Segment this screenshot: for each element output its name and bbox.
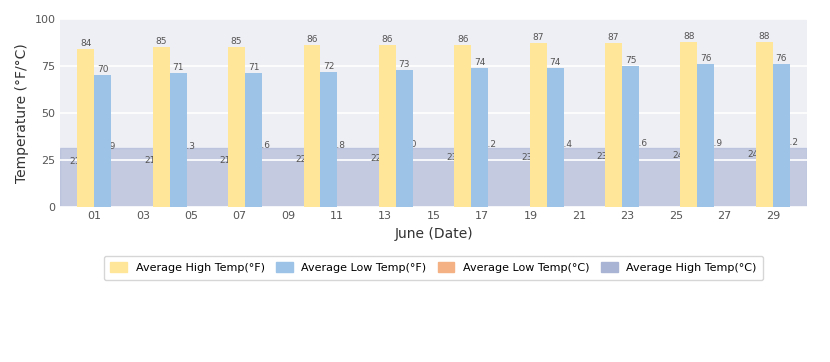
Text: 24.2: 24.2 bbox=[672, 151, 692, 160]
Bar bbox=[77, 49, 95, 207]
Text: 85: 85 bbox=[155, 37, 167, 46]
Text: 29: 29 bbox=[104, 142, 115, 151]
Bar bbox=[471, 68, 488, 207]
Text: 21.5: 21.5 bbox=[144, 156, 164, 165]
Bar bbox=[454, 45, 471, 207]
Bar bbox=[544, 163, 549, 207]
Bar bbox=[622, 66, 639, 207]
Text: 24.6: 24.6 bbox=[748, 151, 768, 159]
Text: 76: 76 bbox=[775, 54, 787, 63]
Text: 74: 74 bbox=[549, 58, 561, 67]
Text: 74: 74 bbox=[474, 58, 486, 67]
Text: 22.3: 22.3 bbox=[295, 155, 315, 164]
Text: 87: 87 bbox=[532, 33, 544, 42]
Text: 30.2: 30.2 bbox=[476, 140, 496, 149]
Text: 30: 30 bbox=[405, 140, 417, 150]
Bar bbox=[393, 164, 398, 207]
Text: 29.3: 29.3 bbox=[175, 142, 195, 151]
Bar bbox=[318, 165, 323, 207]
Text: 21.1: 21.1 bbox=[69, 157, 89, 166]
Bar bbox=[245, 73, 262, 207]
Text: 21.9: 21.9 bbox=[220, 156, 240, 164]
Bar bbox=[756, 42, 773, 207]
Text: 23.4: 23.4 bbox=[521, 153, 541, 162]
Text: 88: 88 bbox=[759, 31, 770, 41]
Text: 71: 71 bbox=[173, 63, 184, 72]
Bar bbox=[242, 165, 247, 207]
Text: 86: 86 bbox=[457, 35, 468, 44]
Bar bbox=[320, 72, 338, 207]
Bar bbox=[167, 166, 173, 207]
Bar bbox=[92, 167, 97, 207]
Bar bbox=[61, 148, 807, 207]
Text: 30.6: 30.6 bbox=[627, 139, 647, 148]
Text: 86: 86 bbox=[306, 35, 318, 44]
Bar bbox=[619, 162, 624, 207]
Text: 88: 88 bbox=[683, 31, 695, 41]
Text: 29.8: 29.8 bbox=[325, 141, 346, 150]
Text: 86: 86 bbox=[382, 35, 393, 44]
Bar bbox=[530, 43, 547, 207]
Bar bbox=[153, 47, 169, 207]
Bar bbox=[547, 68, 564, 207]
Bar bbox=[228, 47, 245, 207]
Bar bbox=[169, 73, 187, 207]
Text: 76: 76 bbox=[701, 54, 711, 63]
Text: 23.1: 23.1 bbox=[446, 153, 466, 162]
Text: 84: 84 bbox=[81, 39, 91, 48]
Text: 70: 70 bbox=[97, 65, 109, 74]
Bar bbox=[605, 43, 622, 207]
Text: 85: 85 bbox=[231, 37, 242, 46]
Text: 87: 87 bbox=[608, 33, 619, 42]
Text: 23.8: 23.8 bbox=[597, 152, 617, 161]
Bar bbox=[95, 75, 111, 207]
Text: 75: 75 bbox=[625, 56, 637, 65]
Bar bbox=[304, 45, 320, 207]
Text: 71: 71 bbox=[248, 63, 259, 72]
Text: 72: 72 bbox=[323, 62, 334, 71]
Legend: Average High Temp(°F), Average Low Temp(°F), Average Low Temp(°C), Average High : Average High Temp(°F), Average Low Temp(… bbox=[104, 256, 764, 280]
Y-axis label: Temperature (°F/°C): Temperature (°F/°C) bbox=[15, 43, 29, 183]
Bar bbox=[770, 160, 775, 207]
Text: 30.4: 30.4 bbox=[552, 140, 572, 148]
Bar bbox=[379, 45, 396, 207]
Text: 30.9: 30.9 bbox=[702, 139, 723, 148]
Bar bbox=[469, 163, 474, 207]
Bar bbox=[697, 64, 715, 207]
Text: 22.7: 22.7 bbox=[371, 154, 391, 163]
Text: 29.6: 29.6 bbox=[251, 141, 271, 150]
Text: 73: 73 bbox=[398, 60, 410, 69]
Bar bbox=[396, 70, 413, 207]
Bar bbox=[681, 42, 697, 207]
Bar bbox=[695, 161, 700, 207]
X-axis label: June (Date): June (Date) bbox=[394, 227, 473, 241]
Bar bbox=[773, 64, 789, 207]
Text: 31.2: 31.2 bbox=[778, 138, 798, 147]
